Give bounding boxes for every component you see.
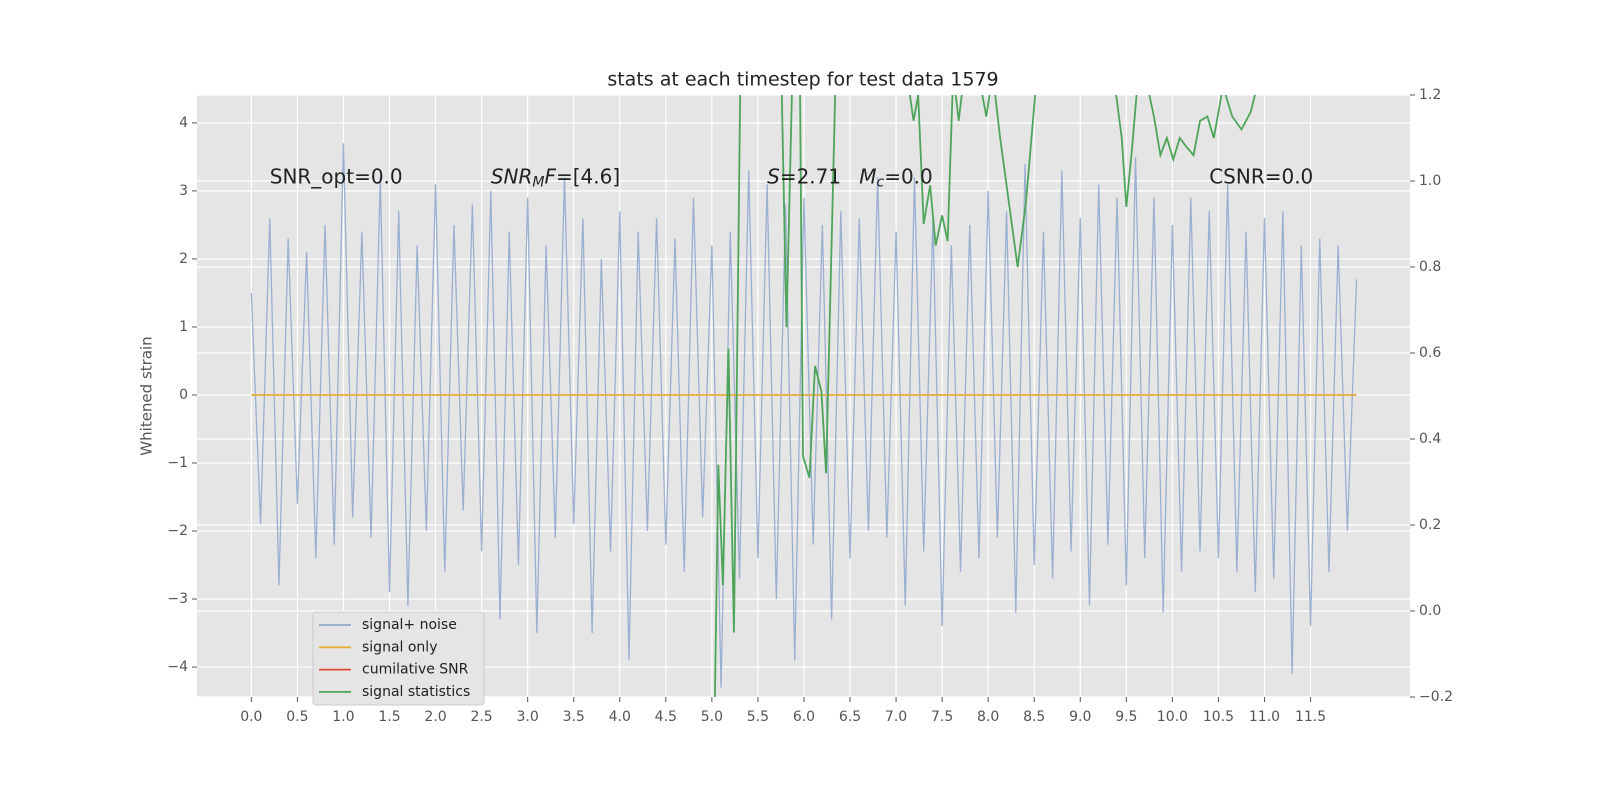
x-tick-label: 6.0 — [793, 709, 815, 725]
x-tick-label: 11.0 — [1249, 709, 1280, 725]
annotation-part: CSNR=0.0 — [1209, 164, 1313, 188]
y2-tick-label: 0.4 — [1419, 431, 1441, 447]
annotation-part: M — [532, 174, 544, 190]
x-tick-label: 10.5 — [1203, 709, 1234, 725]
y2-tick-label: 0.6 — [1419, 345, 1441, 361]
y-tick-label: 4 — [179, 115, 188, 131]
legend-label: cumilative SNR — [362, 662, 469, 678]
x-tick-label: 3.0 — [517, 709, 539, 725]
y2-tick-label: 0.2 — [1419, 517, 1441, 533]
annotation-part: M — [859, 164, 876, 188]
x-tick-label: 2.5 — [470, 709, 492, 725]
series-line — [714, 95, 1256, 697]
x-tick-label: 8.0 — [977, 709, 999, 725]
legend-box — [312, 611, 485, 706]
x-tick-label: 5.5 — [747, 709, 769, 725]
x-tick-label: 10.0 — [1157, 709, 1188, 725]
y2-tick-label: 0.0 — [1419, 603, 1441, 619]
annotation: CSNR=0.0 — [1209, 164, 1313, 188]
y-tick-label: 0 — [179, 387, 188, 403]
x-tick-label: 0.0 — [240, 709, 262, 725]
y2-tick-label: 1.0 — [1419, 173, 1441, 189]
legend: signal+ noise signal only cumilative SNR si… — [312, 611, 485, 706]
grid — [197, 94, 1410, 698]
annotation-part: F — [544, 164, 556, 188]
x-tick-label: 6.5 — [839, 709, 861, 725]
x-tick-label: 4.0 — [609, 709, 631, 725]
x-tick-label: 7.5 — [931, 709, 953, 725]
series-line — [250, 143, 1358, 688]
annotation: S=2.71 — [767, 164, 841, 188]
y-tick-label: −3 — [167, 591, 188, 607]
chart-title: stats at each timestep for test data 157… — [607, 69, 998, 91]
y2-tick-label: 1.2 — [1419, 87, 1441, 103]
x-tick-label: 2.0 — [424, 709, 446, 725]
annotation-part: =[4.6] — [556, 164, 620, 188]
x-tick-label: 1.5 — [378, 709, 400, 725]
y-tick-label: −1 — [167, 455, 188, 471]
y2-tick-label: 0.8 — [1419, 259, 1441, 275]
y-tick-label: −2 — [167, 523, 188, 539]
x-tick-label: 5.0 — [701, 709, 723, 725]
annotation-part: =2.71 — [780, 164, 841, 188]
y2-tick-label: −0.2 — [1419, 689, 1453, 705]
x-tick-label: 9.5 — [1115, 709, 1137, 725]
annotation-part: S — [767, 164, 780, 188]
annotation-part: =0.0 — [884, 164, 933, 188]
annotation-part: SNR — [491, 164, 533, 188]
annotation: SNR_opt=0.0 — [270, 164, 403, 188]
annotation-part: SNR_opt=0.0 — [270, 164, 403, 188]
y-tick-label: −4 — [167, 659, 188, 675]
x-tick-label: 4.5 — [655, 709, 677, 725]
x-tick-label: 3.5 — [563, 709, 585, 725]
annotation: SNRMF=[4.6] — [491, 164, 620, 191]
x-tick-label: 8.5 — [1023, 709, 1045, 725]
y-axis-label: Whitened strain — [138, 336, 156, 455]
x-tick-label: 0.5 — [286, 709, 308, 725]
legend-label: signal statistics — [362, 684, 470, 700]
y-tick-label: 2 — [179, 251, 188, 267]
y-tick-label: 3 — [179, 183, 188, 199]
legend-label: signal only — [362, 639, 437, 655]
legend-label: signal+ noise — [362, 617, 457, 633]
x-tick-label: 11.5 — [1295, 709, 1326, 725]
x-tick-label: 9.0 — [1069, 709, 1091, 725]
annotation-part: c — [876, 174, 884, 190]
annotation: Mc=0.0 — [859, 164, 933, 191]
x-tick-label: 7.0 — [885, 709, 907, 725]
y-tick-label: 1 — [179, 319, 188, 335]
x-tick-label: 1.0 — [332, 709, 354, 725]
